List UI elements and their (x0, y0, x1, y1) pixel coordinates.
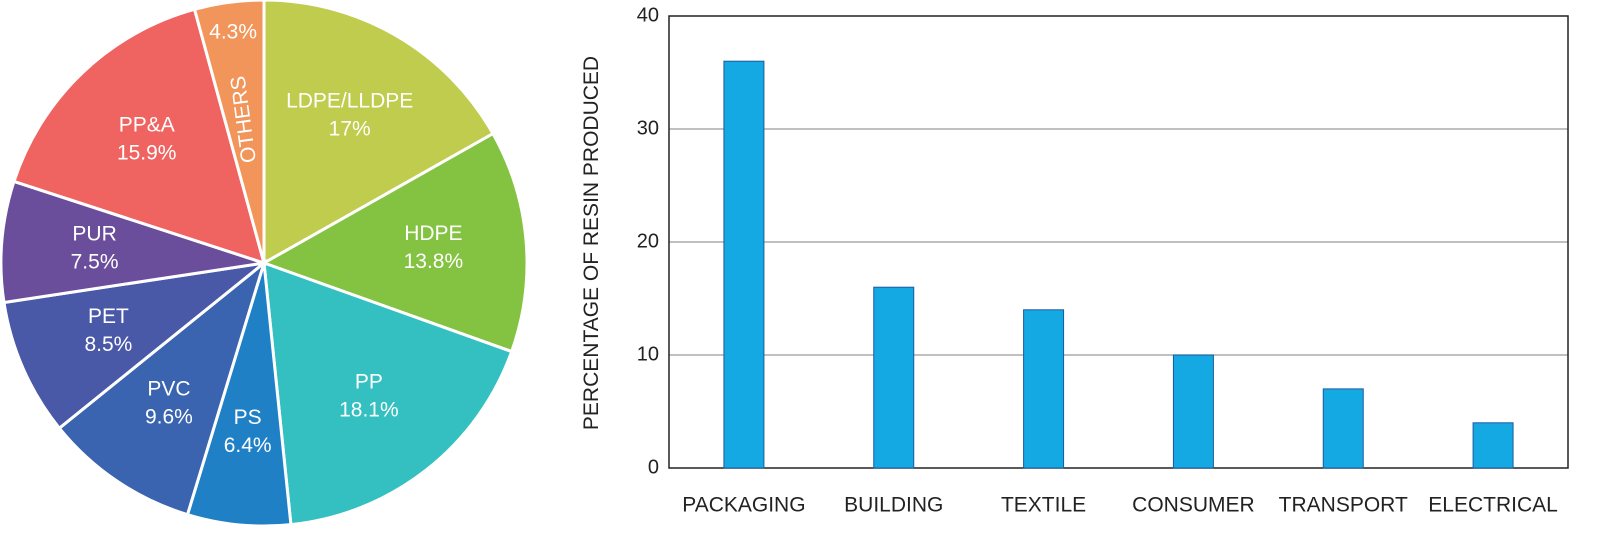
pie-category-label: PS (234, 406, 262, 429)
pie-category-label: LDPE/LLDPE (286, 90, 413, 113)
y-tick-label: 30 (637, 117, 659, 139)
pie-value-label: 13.8% (404, 250, 464, 273)
x-category-label: CONSUMER (1132, 494, 1255, 517)
y-tick-label: 0 (648, 456, 659, 478)
pie-category-label: HDPE (404, 222, 462, 245)
pie-value-label: 17% (329, 118, 371, 141)
bar-chart: PERCENTAGE OF RESIN PRODUCED 0 10 20 30 40 PA… (580, 4, 1569, 517)
pie-category-label: PP (355, 370, 383, 393)
pie-value-label: 9.6% (145, 405, 193, 428)
x-category-label: TRANSPORT (1279, 494, 1408, 517)
bar-transport (1322, 388, 1364, 469)
x-category-label: ELECTRICAL (1428, 494, 1558, 517)
pie-value-label: 4.3% (209, 21, 257, 44)
pie-slice-pet (2, 260, 270, 431)
pie-slice-pp (262, 260, 514, 527)
bar-electrical (1472, 422, 1514, 469)
pie-category-label: PP&A (119, 113, 175, 136)
pie-value-label: 6.4% (224, 434, 272, 457)
bar-building (873, 286, 915, 469)
pie-chart: LDPE/LLDPE 17% HDPE 13.8% PP 18.1% PS 6.4% PVC 9.… (0, 0, 529, 528)
pie-slice-pp-a (12, 7, 267, 266)
bar-consumer (1172, 354, 1214, 469)
plot-frame (668, 15, 1569, 469)
pie-value-label: 18.1% (339, 398, 399, 421)
y-tick-label: 20 (637, 230, 659, 252)
x-category-label: BUILDING (844, 494, 943, 517)
pie-value-label: 8.5% (84, 333, 132, 356)
pie-category-label: PVC (147, 377, 190, 400)
bar-packaging (723, 60, 765, 469)
x-category-label: PACKAGING (682, 494, 805, 517)
pie-slice-others (192, 0, 266, 264)
y-axis-title: PERCENTAGE OF RESIN PRODUCED (580, 56, 603, 430)
pie-value-label: 7.5% (71, 251, 119, 274)
pie-category-label: PET (88, 305, 129, 328)
pie-slice-hdpe (260, 131, 529, 354)
y-tick-label: 40 (637, 4, 659, 26)
y-tick-label: 10 (637, 343, 659, 365)
pie-category-label: PUR (72, 223, 116, 246)
pie-value-label: 15.9% (117, 141, 177, 164)
pie-slice-ldpe-lldpe (262, 0, 496, 266)
x-category-label: TEXTILE (1001, 494, 1086, 517)
pie-slice-pvc (57, 258, 267, 517)
bar-textile (1023, 309, 1065, 469)
pie-slice-pur (0, 179, 265, 305)
